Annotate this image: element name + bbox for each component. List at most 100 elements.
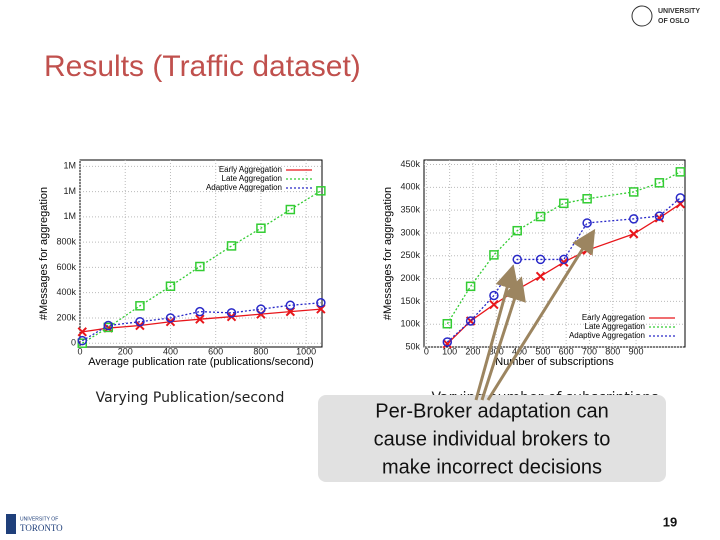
point xyxy=(675,193,686,203)
legend-label: Early Aggregation xyxy=(219,165,282,174)
callout-text: make incorrect decisions xyxy=(382,456,602,478)
y-tick-label: 1M xyxy=(63,211,76,221)
x-tick-label: 0 xyxy=(424,346,429,356)
point xyxy=(103,320,114,331)
point xyxy=(77,327,87,337)
y-tick-label: 450k xyxy=(400,159,420,169)
point xyxy=(512,254,522,265)
x-tick-label: 600 xyxy=(208,346,223,356)
point xyxy=(629,229,639,239)
point xyxy=(442,318,453,329)
callout-box xyxy=(318,395,666,482)
x-axis-label: Number of subscriptions xyxy=(495,356,614,368)
y-axis-label: #Messages for aggregation xyxy=(382,187,394,320)
y-tick-label: 200k xyxy=(400,273,420,283)
point xyxy=(316,186,326,196)
point xyxy=(135,316,145,327)
point xyxy=(256,223,266,233)
point xyxy=(535,211,546,222)
legend-label: Late Aggregation xyxy=(222,174,283,183)
point xyxy=(465,316,476,326)
series-line xyxy=(81,190,322,344)
point xyxy=(489,299,499,310)
x-tick-label: 600 xyxy=(559,346,574,356)
y-tick-label: 800k xyxy=(56,237,76,247)
point xyxy=(195,261,205,272)
y-tick-label: 350k xyxy=(400,205,420,215)
point xyxy=(77,335,88,346)
point xyxy=(285,204,296,215)
logo-text: UNIVERSITY OF xyxy=(20,516,58,522)
x-tick-label: 700 xyxy=(582,346,597,356)
x-tick-label: 0 xyxy=(77,346,82,356)
y-axis-label: #Messages for aggregation xyxy=(38,187,50,320)
y-tick-label: 400k xyxy=(400,182,420,192)
point xyxy=(654,213,665,223)
toronto-logo xyxy=(6,514,16,534)
point xyxy=(226,308,237,318)
point xyxy=(442,339,453,349)
x-tick-label: 800 xyxy=(253,346,268,356)
point xyxy=(195,314,205,324)
series-line xyxy=(446,203,681,345)
legend-label: Late Aggregation xyxy=(585,322,646,331)
point xyxy=(675,167,686,177)
arrow xyxy=(486,228,596,401)
arrow xyxy=(480,276,526,401)
point xyxy=(535,271,546,282)
point xyxy=(582,218,592,228)
y-tick-label: 300k xyxy=(400,227,420,237)
slide-title: Results (Traffic dataset) xyxy=(44,50,361,83)
legend-label: Adaptive Aggregation xyxy=(569,331,645,340)
x-tick-label: 200 xyxy=(465,346,480,356)
x-tick-label: 200 xyxy=(118,346,133,356)
point xyxy=(442,337,453,347)
y-tick-label: 200k xyxy=(56,312,76,322)
point xyxy=(195,306,205,317)
callout-text: Per-Broker adaptation can xyxy=(375,400,608,422)
y-tick-label: 400k xyxy=(56,287,76,297)
series-line xyxy=(81,302,321,342)
oslo-logo xyxy=(631,5,653,27)
y-tick-label: 600k xyxy=(56,262,76,272)
series-line xyxy=(446,171,681,325)
plot-frame xyxy=(423,159,686,348)
y-tick-label: 100k xyxy=(400,319,420,329)
point xyxy=(654,178,665,188)
point xyxy=(559,254,569,265)
point xyxy=(165,313,176,323)
point xyxy=(316,298,326,308)
point xyxy=(465,281,476,292)
caption: Varying Publication/second xyxy=(96,390,285,406)
point xyxy=(628,187,639,197)
arrow xyxy=(474,264,519,401)
point xyxy=(654,211,665,221)
x-axis-label: Average publication rate (publications/s… xyxy=(88,356,313,368)
point xyxy=(628,214,639,224)
x-tick-label: 800 xyxy=(605,346,620,356)
point xyxy=(489,250,499,260)
y-tick-label: 250k xyxy=(400,250,420,260)
y-tick-label: 0 xyxy=(71,338,76,348)
point xyxy=(226,241,237,251)
series-line xyxy=(446,197,681,343)
point xyxy=(256,304,266,314)
x-tick-label: 400 xyxy=(163,346,178,356)
y-tick-label: 50k xyxy=(405,341,420,351)
legend-label: Early Aggregation xyxy=(582,313,645,322)
y-tick-label: 150k xyxy=(400,296,420,306)
y-tick-label: 1M xyxy=(63,161,76,171)
x-tick-label: 1000 xyxy=(296,346,316,356)
point xyxy=(135,301,145,311)
point xyxy=(489,290,499,301)
logo-text: OF OSLO xyxy=(658,18,690,25)
point xyxy=(512,225,522,236)
page-number: 19 xyxy=(663,514,677,529)
callout-text: cause individual brokers to xyxy=(374,428,611,450)
point xyxy=(559,198,569,209)
point xyxy=(535,254,546,265)
x-tick-label: 500 xyxy=(535,346,550,356)
